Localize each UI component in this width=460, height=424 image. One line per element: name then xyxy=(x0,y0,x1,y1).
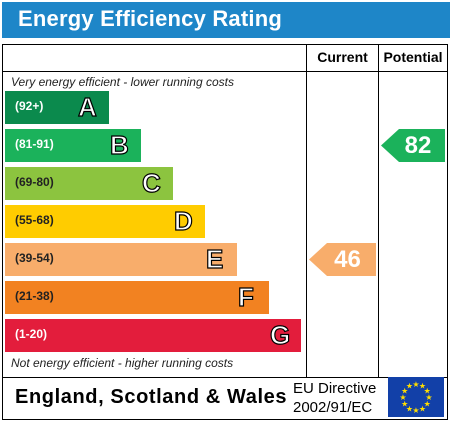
band-letter-label: F xyxy=(237,281,254,312)
band-letter-label: G xyxy=(269,319,291,350)
band-letter-label: B xyxy=(109,129,129,160)
country-label: England, Scotland & Wales xyxy=(15,386,288,408)
eu-star: ★ xyxy=(401,400,408,409)
eu-star: ★ xyxy=(406,404,413,413)
band-range-label: (69-80) xyxy=(15,175,54,189)
column-header-potential: Potential xyxy=(383,49,443,65)
eu-directive-line2: 2002/91/EC xyxy=(293,399,373,416)
chart-title: Energy Efficiency Rating xyxy=(18,6,282,31)
eu-star: ★ xyxy=(412,380,419,389)
band-c: (69-80) C xyxy=(5,167,173,200)
band-e: (39-54) E xyxy=(5,243,237,276)
potential-rating-arrow: 82 xyxy=(381,129,445,162)
eu-star: ★ xyxy=(406,382,413,391)
band-a: (92+) A xyxy=(5,91,109,124)
current-rating-arrow-value: 46 xyxy=(334,246,361,273)
band-range-label: (21-38) xyxy=(15,289,54,303)
current-rating-arrow: 46 xyxy=(309,243,376,276)
rating-chart: Current Potential Very energy efficient … xyxy=(2,44,448,420)
band-letter-label: D xyxy=(173,205,193,236)
band-g: (1-20) G xyxy=(5,319,301,352)
eu-star: ★ xyxy=(424,400,431,409)
eu-star: ★ xyxy=(419,404,426,413)
band-range-label: (81-91) xyxy=(15,137,54,151)
band-d: (55-68) D xyxy=(5,205,205,238)
eu-star: ★ xyxy=(412,406,419,415)
eu-directive-line1: EU Directive xyxy=(293,380,377,397)
band-range-label: (92+) xyxy=(15,99,44,113)
column-divider-potential xyxy=(378,45,379,377)
eu-star: ★ xyxy=(424,387,431,396)
column-divider-current xyxy=(306,45,307,377)
band-b: (81-91) B xyxy=(5,129,141,162)
band-f: (21-38) F xyxy=(5,281,269,314)
footer-divider xyxy=(3,377,447,378)
eu-star: ★ xyxy=(425,393,432,402)
inefficient-note: Not energy efficient - higher running co… xyxy=(11,356,234,370)
efficient-note: Very energy efficient - lower running co… xyxy=(11,75,234,89)
band-range-label: (55-68) xyxy=(15,213,54,227)
eu-star: ★ xyxy=(419,382,426,391)
eu-star: ★ xyxy=(399,393,406,402)
title-bar: Energy Efficiency Rating xyxy=(2,2,450,38)
band-letter-label: A xyxy=(77,91,97,122)
band-range-label: (39-54) xyxy=(15,251,54,265)
eu-star: ★ xyxy=(401,387,408,396)
header-divider xyxy=(3,71,447,72)
potential-rating-arrow-value: 82 xyxy=(404,132,432,159)
band-range-label: (1-20) xyxy=(15,327,48,341)
eu-flag-icon: ★ ★ ★ ★ ★ ★ ★ ★ ★ ★ ★ ★ xyxy=(388,377,444,417)
eu-directive: EU Directive 2002/91/EC xyxy=(293,379,376,417)
band-letter-label: C xyxy=(141,167,161,198)
column-header-current: Current xyxy=(317,49,368,65)
band-letter-label: E xyxy=(205,243,224,274)
